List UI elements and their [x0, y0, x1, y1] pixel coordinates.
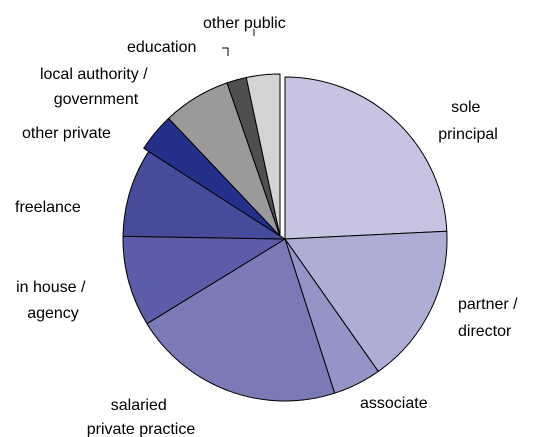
slice-label-freelance: freelance [15, 199, 81, 216]
slice-label-partner-director: partner / director [458, 296, 522, 340]
slice-label-other-public: other public [203, 15, 286, 32]
slice-label-associate: associate [360, 395, 428, 412]
leader-lines [222, 29, 255, 56]
pie-slices [122, 73, 448, 402]
pie-slice-sole-principal [284, 76, 448, 240]
slice-label-education: education [127, 39, 196, 56]
slice-label-in-house-agency: in house / agency [16, 279, 90, 322]
pie-slice-salaried-private-practice [146, 238, 336, 402]
slice-labels: sole principal partner / director associ… [15, 15, 522, 437]
pie-slice-freelance [122, 150, 286, 240]
pie-slice-partner-director [284, 230, 448, 372]
pie-slice-other-public [245, 73, 281, 237]
slice-label-sole-principal: sole principal [438, 99, 498, 143]
slice-label-other-private: other private [22, 125, 111, 142]
slice-label-salaried-private-practice: salaried private practice [87, 397, 196, 437]
slice-label-local-authority-government: local authority / government [40, 66, 152, 108]
pie-slice-in-house-agency [122, 235, 286, 325]
leader-line-education [222, 47, 229, 56]
